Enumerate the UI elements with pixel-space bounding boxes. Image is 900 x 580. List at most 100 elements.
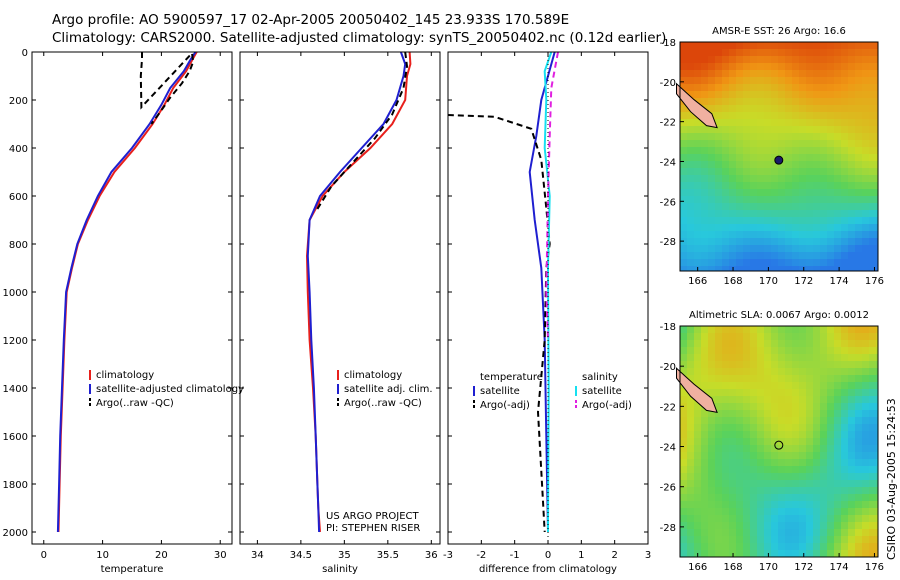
map-cell [729, 375, 736, 382]
map-cell [722, 70, 729, 77]
argo-position-marker [774, 440, 784, 450]
map-cell [855, 417, 862, 424]
map-cell [792, 410, 799, 417]
figure-title-line2: Climatology: CARS2000. Satellite-adjuste… [52, 30, 667, 46]
map-cell [827, 266, 834, 271]
map-cell [813, 466, 820, 473]
map-cell [785, 438, 792, 445]
map-cell [729, 77, 736, 84]
map-cell [743, 70, 750, 77]
map-cell [729, 473, 736, 480]
map-cell [876, 77, 878, 84]
map-cell [729, 105, 736, 112]
map-cell [820, 347, 827, 354]
map-cell [862, 522, 869, 529]
map-cell [806, 217, 813, 224]
map-cell [862, 382, 869, 389]
map-cell [729, 126, 736, 133]
map-cell [785, 473, 792, 480]
map-cell [736, 403, 743, 410]
map-cell [736, 224, 743, 231]
map-cell [764, 70, 771, 77]
map-cell [813, 91, 820, 98]
map-cell [722, 182, 729, 189]
map-cell [750, 224, 757, 231]
map-cell [701, 424, 708, 431]
map-cell [715, 91, 722, 98]
map-cell [848, 91, 855, 98]
map-cell [701, 368, 708, 375]
map-title: Altimetric SLA: 0.0067 Argo: 0.0012 [689, 310, 869, 321]
map-cell [792, 326, 799, 333]
map-cell [729, 333, 736, 340]
map-cell [848, 522, 855, 529]
map-cell [862, 487, 869, 494]
map-cell [792, 480, 799, 487]
map-cell [848, 529, 855, 536]
map-cell [687, 333, 694, 340]
map-cell [757, 452, 764, 459]
map-cell [722, 98, 729, 105]
map-cell [764, 536, 771, 543]
map-cell [680, 417, 687, 424]
map-cell [764, 403, 771, 410]
map-cell [764, 203, 771, 210]
map-cell [771, 480, 778, 487]
map-cell [729, 389, 736, 396]
map-cell [855, 217, 862, 224]
map-cell [827, 333, 834, 340]
map-cell [715, 63, 722, 70]
map-cell [876, 112, 878, 119]
map-cell [862, 182, 869, 189]
map-cell [736, 445, 743, 452]
map-cell [827, 245, 834, 252]
map-cell [855, 347, 862, 354]
map-cell [722, 161, 729, 168]
map-cell [715, 49, 722, 56]
map-cell [813, 326, 820, 333]
map-cell [701, 133, 708, 140]
map-cell [736, 438, 743, 445]
map-cell [799, 154, 806, 161]
map-cell [736, 56, 743, 63]
map-cell [750, 445, 757, 452]
map-cell [876, 501, 878, 508]
map-cell [708, 466, 715, 473]
map-cell [757, 77, 764, 84]
map-cell [813, 333, 820, 340]
map-cell [694, 182, 701, 189]
map-cell [736, 168, 743, 175]
map-cell [855, 98, 862, 105]
map-cell [876, 203, 878, 210]
map-cell [764, 245, 771, 252]
map-cell [869, 417, 876, 424]
map-cell [876, 168, 878, 175]
map-cell [729, 203, 736, 210]
map-cell [757, 168, 764, 175]
map-cell [834, 105, 841, 112]
map-cell [855, 438, 862, 445]
y-tick-label: -18 [660, 322, 676, 333]
map-cell [827, 70, 834, 77]
map-cell [799, 105, 806, 112]
map-cell [813, 459, 820, 466]
map-cell [750, 112, 757, 119]
map-cell [841, 424, 848, 431]
map-cell [827, 543, 834, 550]
map-cell [729, 210, 736, 217]
map-cell [715, 473, 722, 480]
map-cell [806, 354, 813, 361]
map-cell [729, 56, 736, 63]
map-cell [799, 238, 806, 245]
map-cell [862, 368, 869, 375]
x-tick-label: 10 [96, 550, 109, 561]
map-cell [792, 382, 799, 389]
map-cell [848, 217, 855, 224]
map-cell [764, 91, 771, 98]
map-cell [820, 91, 827, 98]
map-cell [806, 389, 813, 396]
map-cell [806, 529, 813, 536]
